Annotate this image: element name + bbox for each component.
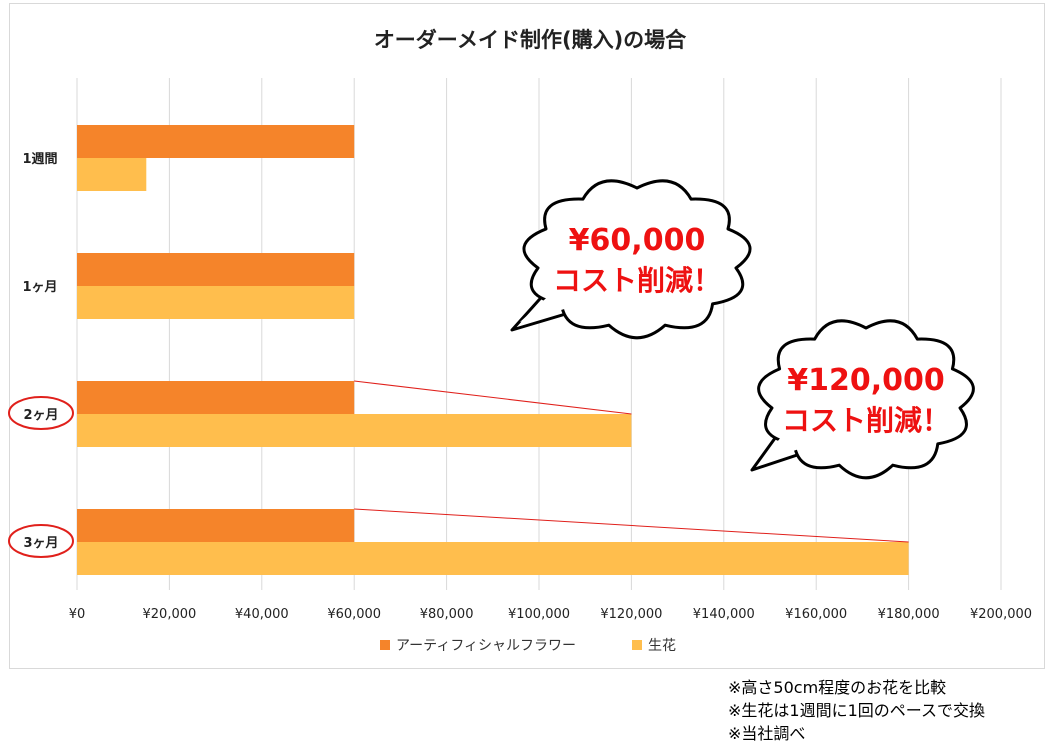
callout-tail-fill [760, 432, 812, 462]
callout-text: コスト削減！ [553, 264, 721, 297]
x-tick-label: ¥120,000 [600, 607, 662, 622]
chart-title: オーダーメイド制作(購入)の場合 [374, 28, 687, 52]
callout-amount: ¥120,000 [787, 363, 945, 398]
callout-cloud [522, 179, 752, 340]
legend-label-fresh: 生花 [648, 638, 676, 654]
footnote-size: ※高さ50cm程度のお花を比較 [728, 678, 947, 697]
cost-reduction-callout: ¥60,000 コスト削減！ [510, 179, 752, 340]
bar-fresh [77, 414, 632, 447]
footnotes: ※高さ50cm程度のお花を比較 ※生花は1週間に1回のペースで交換 ※当社調べ [728, 676, 985, 745]
x-tick-label: ¥180,000 [878, 607, 940, 622]
bar-artificial [77, 381, 355, 414]
cost-reduction-callout: ¥120,000 コスト削減！ [750, 319, 975, 480]
x-tick-label: ¥140,000 [693, 607, 755, 622]
callout-amount: ¥60,000 [569, 223, 706, 258]
x-tick-label: ¥40,000 [235, 607, 289, 622]
x-tick-label: ¥80,000 [420, 607, 474, 622]
category-highlight-ring [8, 396, 74, 430]
legend-swatch-artificial [380, 640, 390, 650]
bar-artificial [77, 253, 355, 286]
x-tick-label: ¥0 [69, 607, 86, 622]
footnote-replacement: ※生花は1週間に1回のペースで交換 [728, 701, 985, 720]
bar-fresh [77, 286, 355, 319]
callout-cloud [757, 319, 975, 480]
savings-connector-line [354, 380, 632, 415]
x-tick-label: ¥160,000 [785, 607, 847, 622]
callout-tail-fill [520, 292, 579, 322]
bar-fresh [77, 542, 909, 575]
x-tick-label: ¥200,000 [970, 607, 1032, 622]
category-highlight-ring [8, 524, 74, 558]
chart: ¥0 ¥20,000 ¥40,000 ¥60,000 ¥80,000 ¥100,000 ¥1… [8, 28, 1032, 654]
category-label: 1ヶ月 [22, 280, 57, 295]
bar-fresh [77, 158, 147, 191]
x-tick-label: ¥20,000 [143, 607, 197, 622]
x-tick-label: ¥100,000 [508, 607, 570, 622]
legend-label-artificial: アーティフィシャルフラワー [396, 638, 576, 654]
category-label: 3ヶ月 [23, 536, 58, 551]
savings-connector-line [354, 508, 909, 543]
legend: アーティフィシャルフラワー 生花 [380, 638, 676, 654]
footnote-source: ※当社調べ [728, 724, 806, 743]
callout-text: コスト削減！ [782, 404, 950, 437]
legend-swatch-fresh [632, 640, 642, 650]
x-tick-label: ¥60,000 [327, 607, 381, 622]
category-label: 1週間 [22, 152, 57, 167]
bar-artificial [77, 125, 355, 158]
bar-artificial [77, 509, 355, 542]
category-label: 2ヶ月 [23, 408, 58, 423]
